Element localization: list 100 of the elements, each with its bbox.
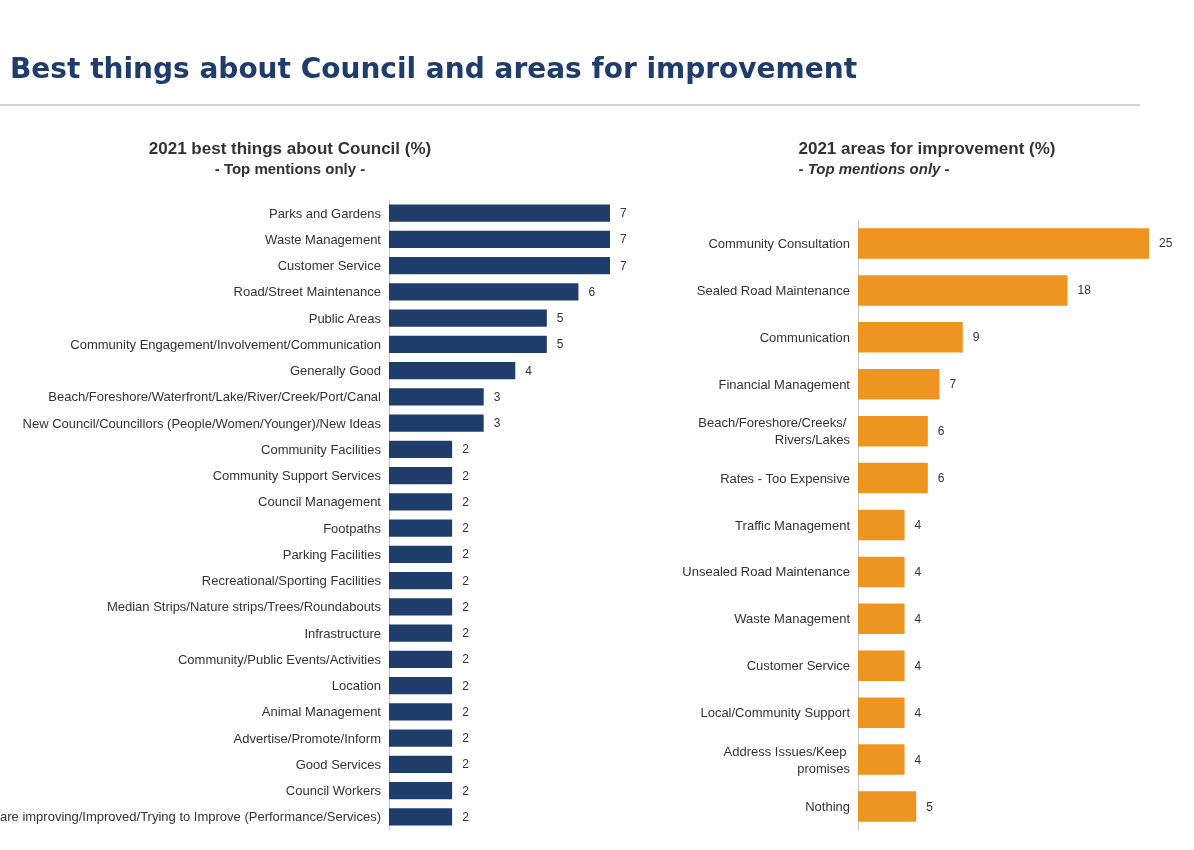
y-tick-label: Median Strips/Nature strips/Trees/Roundabouts [106,599,382,615]
data-label: 2 [462,678,470,693]
data-label: 5 [926,799,934,814]
data-label: 2 [462,573,470,588]
data-label: 7 [949,377,957,392]
bar [858,462,928,494]
y-tick-label: Beach/Foreshore/Waterfront/Lake/River/Creek/Port/Canal [48,389,382,405]
bar [388,519,453,537]
y-tick-label: Customer Service [746,658,850,674]
data-label: 4 [914,752,922,767]
bar [858,368,940,400]
data-label: 2 [462,599,470,614]
bar [388,283,579,301]
bar [388,624,453,642]
y-tick-label: Good Services [295,756,382,772]
data-label: 2 [462,731,470,746]
y-tick-label: Council Workers [285,783,382,799]
bar [388,414,484,432]
y-tick-label: are improving/Improved/Trying to Improve (Performance/Services) [0,809,381,825]
y-tick-label: Parking Facilities [282,546,382,562]
data-label: 5 [556,337,564,352]
y-tick-label: Beach/Foreshore/Creeks/ Rivers/Lakes [698,415,851,448]
data-label: 2 [462,626,470,641]
data-label: 2 [462,704,470,719]
data-label: 2 [462,809,470,824]
chart-subtitle: - Top mentions only - [798,160,950,177]
y-tick-label: Parks and Gardens [268,205,382,221]
bar [388,309,547,327]
chart-subtitle: - Top mentions only - [214,160,366,177]
bar [858,791,917,822]
y-tick-label: Rates - Too Expensive [720,470,850,486]
bar [388,440,453,458]
data-label: 2 [462,521,470,536]
data-label: 4 [914,518,922,532]
bar [388,204,610,222]
data-label: 2 [462,468,470,483]
y-tick-label: Community Facilities [261,441,382,457]
bar [388,362,516,380]
bar [388,808,453,826]
data-label: 2 [462,783,470,798]
chart-title: 2021 areas for improvement (%) [798,139,1056,158]
y-tick-label: Council Management [258,494,382,510]
chart-title: 2021 best things about Council (%) [148,139,432,158]
y-tick-label: Generally Good [289,363,381,379]
data-label: 2 [462,547,470,562]
y-tick-label: Sealed Road Maintenance [696,282,850,298]
bar [858,697,905,728]
y-tick-label: Financial Management [718,376,851,392]
y-tick-label: Recreational/Sporting Facilities [201,573,382,589]
data-label: 2 [462,652,470,667]
data-label: 4 [525,363,533,378]
bar [388,598,453,616]
data-label: 4 [914,611,922,626]
y-tick-label: Local/Community Support [700,705,851,721]
bar [858,556,905,588]
bar [388,703,453,721]
bar [388,677,453,695]
data-label: 9 [972,330,980,345]
data-label: 2 [462,494,470,509]
data-label: 25 [1159,236,1173,251]
bar [858,603,905,635]
data-label: 3 [493,416,501,431]
data-label: 6 [937,471,945,486]
bar [858,509,905,541]
data-label: 2 [462,757,470,772]
bar [388,388,484,406]
data-label: 6 [588,284,596,299]
bar [388,545,453,563]
y-tick-label: Location [331,678,381,694]
data-label: 3 [493,389,501,404]
y-tick-label: Waste Management [734,611,851,627]
bar [388,782,453,800]
y-tick-label: Community Consultation [708,235,850,251]
y-tick-label: Animal Management [261,704,382,720]
data-label: 18 [1077,283,1092,298]
bar [388,467,453,485]
bar [858,744,905,775]
y-tick-label: Infrastructure [304,625,381,641]
bar [388,572,453,590]
bar [858,275,1068,306]
y-tick-label: Footpaths [323,520,382,536]
bar [388,650,453,668]
bar [388,729,453,747]
y-tick-label: Communication [759,329,850,345]
data-label: 4 [914,564,922,579]
data-label: 7 [620,232,627,247]
y-tick-label: Nothing [805,799,850,815]
bar [858,322,963,353]
bar [388,755,453,773]
data-label: 6 [937,424,945,439]
y-tick-label: New Council/Councillors (People/Women/Younger)/New Ideas [22,415,382,431]
y-tick-label: Community/Public Events/Activities [177,651,382,667]
data-label: 5 [556,311,564,326]
y-tick-label: Advertise/Promote/Inform [233,730,381,746]
bar [388,257,610,275]
y-tick-label: Unsealed Road Maintenance [682,564,850,580]
data-label: 2 [462,442,470,457]
bar [388,230,610,248]
bar [858,228,1149,259]
data-label: 7 [620,258,627,273]
